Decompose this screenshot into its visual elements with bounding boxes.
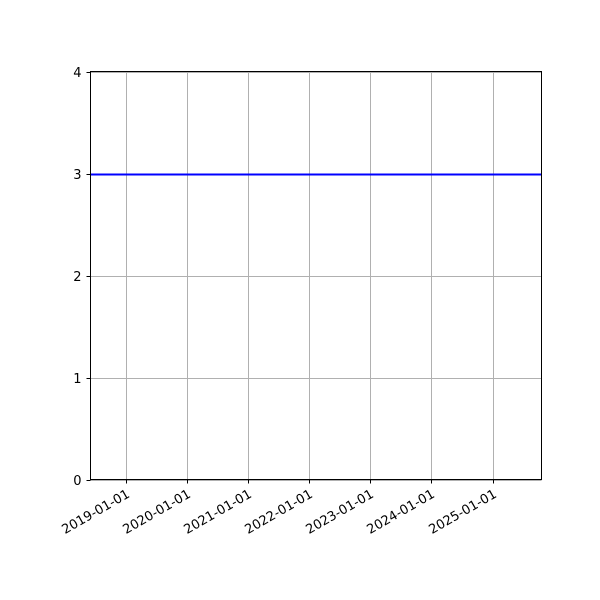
x-tick-label: 2020-01-01 <box>121 487 194 538</box>
plot-border <box>90 71 542 480</box>
x-tick-label: 2021-01-01 <box>182 487 255 538</box>
y-tick-label: 2 <box>73 270 81 285</box>
y-tick-label: 3 <box>73 168 81 183</box>
x-tick-label: 2022-01-01 <box>243 487 316 538</box>
x-tick-label: 2019-01-01 <box>60 487 133 538</box>
x-tick-label: 2024-01-01 <box>365 487 438 538</box>
y-tick-label: 1 <box>73 372 81 387</box>
y-tick-label: 0 <box>73 474 81 489</box>
x-tick-label: 2025-01-01 <box>427 487 500 538</box>
y-tick-label: 4 <box>73 66 81 81</box>
x-tick-label: 2023-01-01 <box>304 487 377 538</box>
